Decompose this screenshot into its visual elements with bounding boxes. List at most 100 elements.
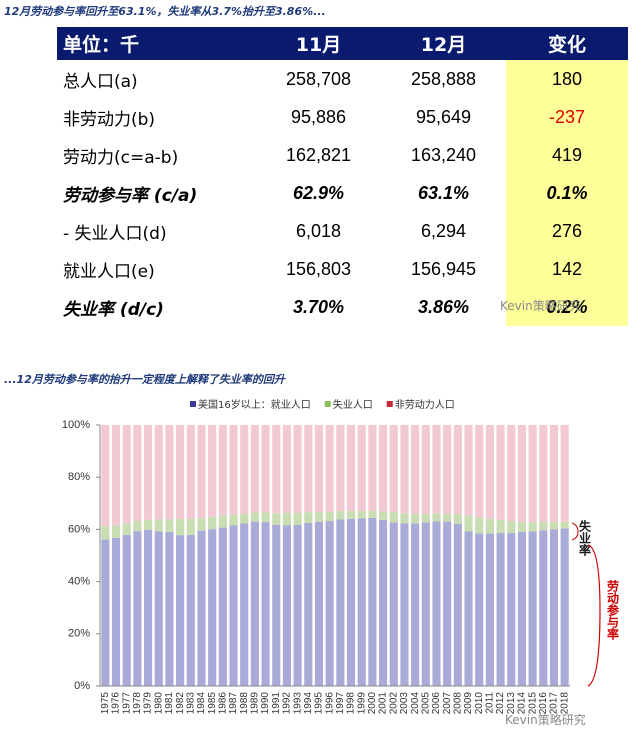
- x-tick-label: 1997: [335, 692, 346, 715]
- bar-segment: [144, 529, 153, 686]
- cell: 258,708: [285, 68, 352, 89]
- x-tick-label: 1992: [282, 692, 293, 715]
- annotation: 失业率: [578, 519, 592, 557]
- cell: 0.2%: [506, 288, 628, 326]
- x-tick-label: 1990: [260, 692, 271, 715]
- x-tick-label: 1993: [292, 692, 303, 715]
- x-tick-label: 2012: [495, 692, 506, 715]
- bar-segment: [517, 521, 526, 533]
- bar-segment: [432, 521, 441, 686]
- cell: 156,803: [285, 258, 352, 279]
- bar-segment: [496, 425, 505, 520]
- bar-segment: [528, 531, 537, 686]
- bar-segment: [122, 425, 131, 524]
- bar-segment: [421, 522, 430, 686]
- bar-segment: [314, 521, 324, 686]
- column-header: 11月: [256, 27, 381, 60]
- bar-segment: [507, 425, 516, 522]
- bar-segment: [325, 425, 334, 512]
- bar-segment: [293, 512, 302, 525]
- bar-segment: [208, 529, 217, 686]
- x-tick-label: 2011: [485, 692, 496, 714]
- bar-segment: [154, 519, 163, 532]
- cell: 62.9%: [292, 182, 345, 203]
- bar-segment: [304, 425, 313, 513]
- row-label: - 失业人口(d): [63, 223, 167, 244]
- x-tick-label: 1977: [121, 692, 132, 715]
- legend-label: 失业人口: [333, 398, 373, 411]
- bar-segment: [411, 523, 420, 686]
- y-tick-label: 40%: [68, 576, 90, 588]
- bar-segment: [368, 517, 377, 686]
- bar-segment: [379, 519, 388, 686]
- x-tick-label: 1988: [239, 692, 250, 715]
- x-tick-label: 2018: [559, 692, 570, 715]
- x-tick-label: 1983: [185, 692, 196, 715]
- bar-segment: [411, 425, 420, 514]
- bar-segment: [229, 425, 238, 515]
- bar-segment: [517, 425, 526, 522]
- bar-segment: [464, 531, 473, 686]
- x-tick-label: 1996: [324, 692, 335, 715]
- x-tick-label: 1980: [153, 692, 164, 715]
- x-tick-label: 2008: [452, 692, 463, 715]
- cell: 6,294: [420, 220, 467, 241]
- x-tick-label: 1989: [250, 692, 261, 715]
- row-label: 劳动参与率 (c/a): [63, 185, 198, 206]
- cell: 3.70%: [292, 296, 345, 317]
- bar-segment: [411, 513, 420, 524]
- legend-swatch: [324, 401, 331, 407]
- cell: 3.86%: [417, 296, 470, 317]
- x-tick-label: 1978: [132, 692, 143, 715]
- x-tick-label: 1982: [175, 692, 186, 715]
- x-tick-label: 2006: [431, 692, 442, 715]
- bar-segment: [464, 425, 473, 516]
- cell: 156,945: [410, 258, 477, 279]
- bar-segment: [208, 516, 217, 530]
- bar-segment: [122, 523, 131, 535]
- bar-segment: [272, 425, 281, 514]
- bar-segment: [368, 510, 377, 518]
- bar-segment: [357, 425, 366, 511]
- bar-segment: [314, 425, 324, 513]
- bar-segment: [560, 425, 569, 522]
- table-row: 非劳动力(b) 95,886 95,649 -237: [57, 98, 628, 136]
- bar-segment: [453, 523, 462, 686]
- legend-label: 美国16岁以上：就业人口: [198, 398, 311, 411]
- x-tick-label: 2014: [517, 692, 528, 715]
- bar-segment: [432, 425, 441, 514]
- bar-segment: [250, 425, 259, 513]
- cell: 419: [506, 136, 628, 174]
- bar-segment: [325, 511, 334, 522]
- chart-title: ...12月劳动参与率的抬升一定程度上解释了失业率的回升: [4, 373, 286, 386]
- bar-segment: [282, 525, 291, 686]
- x-tick-label: 1979: [143, 692, 154, 715]
- cell: 142: [506, 250, 628, 288]
- cell: 63.1%: [417, 182, 470, 203]
- bar-segment: [368, 425, 377, 511]
- bar-segment: [304, 512, 313, 523]
- x-tick-label: 1999: [356, 692, 367, 715]
- cell: 163,240: [410, 144, 477, 165]
- bar-segment: [400, 513, 409, 524]
- bar-segment: [133, 531, 142, 686]
- bar-segment: [293, 425, 302, 513]
- row-label: 劳动力(c=a-b): [63, 147, 179, 168]
- bar-segment: [485, 518, 494, 534]
- bar-segment: [229, 525, 238, 686]
- bar-segment: [229, 514, 238, 526]
- x-tick-label: 2003: [399, 692, 410, 715]
- bar-segment: [101, 425, 110, 527]
- bar-segment: [507, 521, 516, 534]
- bar-segment: [325, 521, 334, 686]
- bar-segment: [549, 529, 559, 686]
- column-header: 变化: [506, 27, 628, 60]
- bar-segment: [485, 533, 494, 686]
- x-tick-label: 2016: [538, 692, 549, 715]
- bar-segment: [336, 510, 345, 520]
- bar-segment: [539, 530, 548, 686]
- bar-segment: [346, 510, 356, 519]
- bar-segment: [304, 522, 313, 686]
- y-tick-label: 20%: [68, 628, 90, 640]
